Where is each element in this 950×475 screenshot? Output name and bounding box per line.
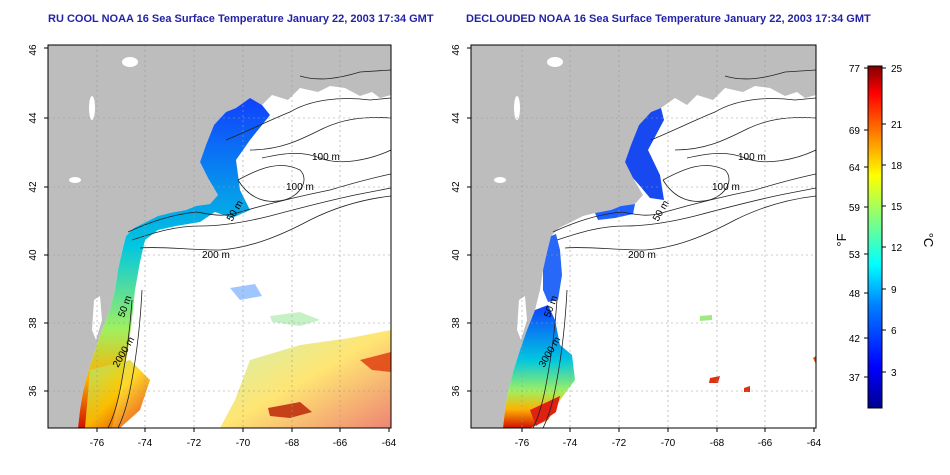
fahrenheit-tick: 69 — [849, 126, 861, 137]
lon-tick-label: -72 — [187, 438, 202, 449]
lon-tick-label: -70 — [661, 438, 676, 449]
graticule — [48, 45, 391, 428]
celsius-unit-label: °C — [921, 233, 936, 248]
lon-tick-label: -76 — [90, 438, 105, 449]
lat-tick-label: 38 — [451, 317, 462, 329]
celsius-tick: 6 — [891, 326, 897, 337]
contour-label: 100 m — [286, 182, 314, 193]
lat-tick-label: 42 — [28, 181, 39, 193]
contour-label: 200 m — [628, 250, 656, 261]
fahrenheit-tick: 77 — [849, 64, 861, 75]
lat-tick-label: 46 — [451, 44, 462, 56]
lat-tick-label: 46 — [28, 44, 39, 56]
lon-tick-label: -76 — [515, 438, 530, 449]
fahrenheit-tick: 53 — [849, 250, 861, 261]
lat-tick-label: 36 — [451, 385, 462, 397]
lat-tick-label: 40 — [451, 249, 462, 261]
celsius-tick: 18 — [891, 161, 903, 172]
lon-tick-label: -74 — [138, 438, 153, 449]
bathymetry-contours — [107, 69, 391, 428]
sst-coastal-band — [78, 98, 270, 428]
sst-offshore-warm — [220, 330, 391, 428]
sst-patch — [503, 305, 575, 428]
lat-tick-label: 40 — [28, 249, 39, 261]
contour-label: 100 m — [712, 182, 740, 193]
contour-label: 200 m — [202, 250, 230, 261]
lon-tick-label: -74 — [563, 438, 578, 449]
lon-tick-label: -66 — [333, 438, 348, 449]
fahrenheit-tick: 37 — [849, 373, 861, 384]
lon-tick-label: -72 — [612, 438, 627, 449]
fahrenheit-tick: 64 — [849, 163, 861, 174]
lon-tick-label: -66 — [758, 438, 773, 449]
lon-tick-label: -70 — [236, 438, 251, 449]
left-map-title: RU COOL NOAA 16 Sea Surface Temperature … — [48, 13, 434, 25]
lat-tick-label: 44 — [451, 112, 462, 124]
lat-tick-label: 36 — [28, 385, 39, 397]
sst-shelf-warm — [85, 360, 150, 428]
celsius-tick: 9 — [891, 285, 897, 296]
lon-tick-label: -64 — [382, 438, 397, 449]
contour-label: 100 m — [312, 152, 340, 163]
bathymetry-contours — [532, 69, 816, 428]
fahrenheit-tick: 48 — [849, 289, 861, 300]
land-mass — [48, 45, 391, 428]
celsius-tick: 12 — [891, 243, 903, 254]
celsius-tick: 15 — [891, 202, 903, 213]
sst-patch — [595, 204, 635, 220]
fahrenheit-unit-label: °F — [834, 233, 849, 246]
celsius-tick: 21 — [891, 120, 903, 131]
lon-tick-label: -68 — [285, 438, 300, 449]
graticule — [471, 45, 816, 428]
sst-patch — [625, 108, 664, 200]
fahrenheit-tick: 42 — [849, 334, 861, 345]
lat-tick-label: 42 — [451, 181, 462, 193]
land-mass — [471, 45, 816, 428]
sst-patch — [543, 234, 562, 302]
left-map: 100 m 100 m 50 m 200 m 50 m 2000 m -76 -… — [28, 44, 397, 449]
contour-label: 100 m — [738, 152, 766, 163]
lon-tick-label: -68 — [710, 438, 725, 449]
temperature-colorbar: 77 69 64 59 53 48 42 37 25 21 18 15 12 9… — [834, 64, 936, 409]
celsius-tick: 25 — [891, 64, 903, 75]
right-map-title: DECLOUDED NOAA 16 Sea Surface Temperatur… — [466, 13, 871, 25]
lat-tick-label: 44 — [28, 112, 39, 124]
lon-tick-label: -64 — [807, 438, 822, 449]
lat-tick-label: 38 — [28, 317, 39, 329]
fahrenheit-tick: 59 — [849, 203, 861, 214]
celsius-tick: 3 — [891, 368, 897, 379]
right-map: 100 m 100 m 50 m 200 m 50 m 3000 m -76 -… — [451, 44, 822, 449]
